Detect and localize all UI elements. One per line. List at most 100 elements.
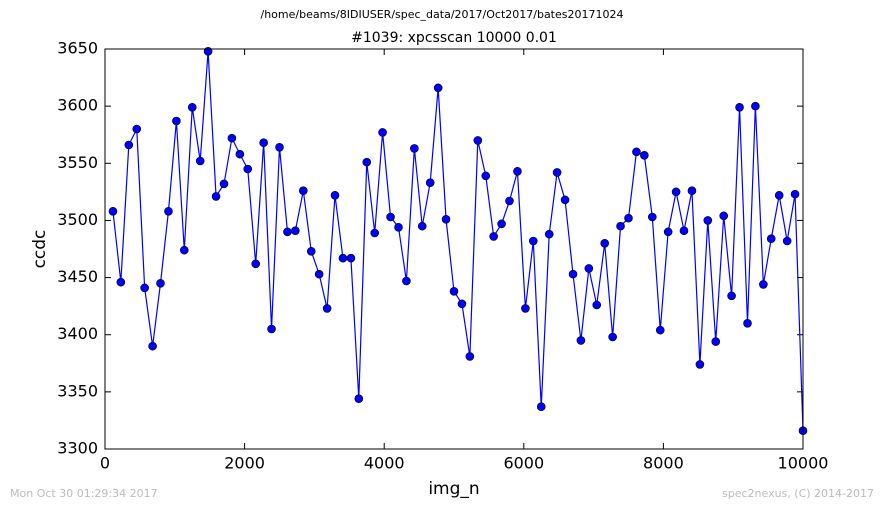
- data-point: [465, 352, 475, 361]
- data-point: [552, 168, 562, 177]
- data-point: [219, 179, 229, 189]
- data-point: [592, 300, 602, 310]
- data-point: [751, 101, 760, 111]
- data-point: [671, 187, 681, 197]
- data-point: [600, 238, 609, 248]
- data-point: [632, 147, 641, 157]
- x-tick-label: 4000: [364, 454, 405, 473]
- data-point: [766, 234, 776, 244]
- y-axis-label: ccdc: [30, 230, 50, 269]
- data-point: [544, 229, 554, 239]
- data-point: [576, 336, 586, 345]
- y-tick-label: 3600: [57, 96, 98, 115]
- x-axis-label: img_n: [428, 479, 479, 499]
- data-point: [568, 269, 578, 279]
- data-point: [291, 226, 300, 236]
- data-point: [140, 283, 149, 293]
- footer-right: spec2nexus, (C) 2014-2017: [722, 487, 874, 500]
- data-point: [655, 325, 665, 335]
- data-point: [227, 133, 237, 143]
- data-point: [624, 213, 633, 223]
- data-point: [457, 299, 467, 309]
- data-point: [759, 280, 768, 289]
- data-point: [703, 216, 713, 225]
- data-line: [112, 51, 804, 431]
- x-tick-label: 10000: [778, 454, 829, 473]
- data-point: [679, 226, 689, 236]
- data-point: [314, 269, 324, 279]
- data-point: [299, 186, 308, 196]
- data-point: [782, 236, 792, 246]
- data-point: [441, 214, 451, 224]
- data-point: [489, 232, 498, 241]
- y-tick-label: 3450: [57, 267, 98, 286]
- suptitle: /home/beams/8IDIUSER/spec_data/2017/Oct2…: [261, 8, 624, 21]
- footer-left: Mon Oct 30 01:29:34 2017: [10, 487, 158, 500]
- data-point: [648, 212, 657, 222]
- data-point: [179, 245, 189, 255]
- data-point: [687, 186, 697, 196]
- data-point: [481, 171, 491, 181]
- data-point: [211, 192, 221, 201]
- data-point: [235, 149, 245, 159]
- data-point: [695, 360, 705, 369]
- x-tick-label: 0: [100, 454, 110, 473]
- data-point: [528, 236, 538, 246]
- data-point: [505, 196, 514, 206]
- data-point: [283, 227, 292, 237]
- data-point: [711, 337, 721, 346]
- data-point: [172, 116, 181, 126]
- data-point: [243, 164, 253, 174]
- data-point: [386, 212, 395, 222]
- y-tick-label: 3650: [57, 39, 98, 58]
- data-point: [124, 140, 134, 150]
- data-point: [394, 222, 403, 232]
- chart-title: #1039: xpcsscan 10000 0.01: [351, 30, 557, 46]
- data-point: [187, 102, 197, 112]
- data-point: [727, 291, 736, 301]
- data-point: [774, 190, 784, 200]
- data-point: [164, 206, 173, 216]
- data-point: [306, 246, 316, 256]
- y-tick-label: 3350: [57, 381, 98, 400]
- data-point: [116, 277, 126, 287]
- data-point: [259, 138, 268, 148]
- data-point: [536, 402, 546, 412]
- x-tick-label: 6000: [503, 454, 544, 473]
- data-point: [132, 124, 142, 134]
- data-point: [267, 324, 276, 334]
- data-point: [370, 228, 380, 238]
- data-point: [402, 276, 411, 286]
- data-point: [640, 150, 649, 160]
- data-point: [322, 304, 332, 313]
- data-point: [251, 259, 260, 269]
- data-point: [560, 195, 570, 205]
- data-point: [616, 221, 625, 231]
- y-tick-label: 3400: [57, 324, 98, 343]
- data-point: [417, 221, 427, 231]
- data-point: [608, 332, 617, 342]
- y-tick-label: 3550: [57, 153, 98, 172]
- data-point: [473, 136, 483, 145]
- data-point: [203, 46, 213, 56]
- data-point: [497, 219, 506, 229]
- plot-frame: [104, 48, 804, 450]
- data-point: [663, 227, 673, 237]
- data-point: [362, 157, 372, 167]
- data-point: [449, 286, 459, 296]
- data-point: [735, 102, 744, 112]
- x-tick-label: 2000: [224, 454, 265, 473]
- data-point: [108, 206, 118, 216]
- data-point: [425, 178, 435, 188]
- data-point: [743, 318, 752, 328]
- data-point: [195, 156, 205, 166]
- data-point: [584, 264, 594, 273]
- y-tick-label: 3300: [57, 439, 98, 458]
- data-point: [330, 190, 340, 200]
- data-point: [346, 253, 356, 263]
- data-point: [433, 83, 443, 93]
- data-point: [513, 166, 522, 176]
- data-point: [378, 128, 387, 137]
